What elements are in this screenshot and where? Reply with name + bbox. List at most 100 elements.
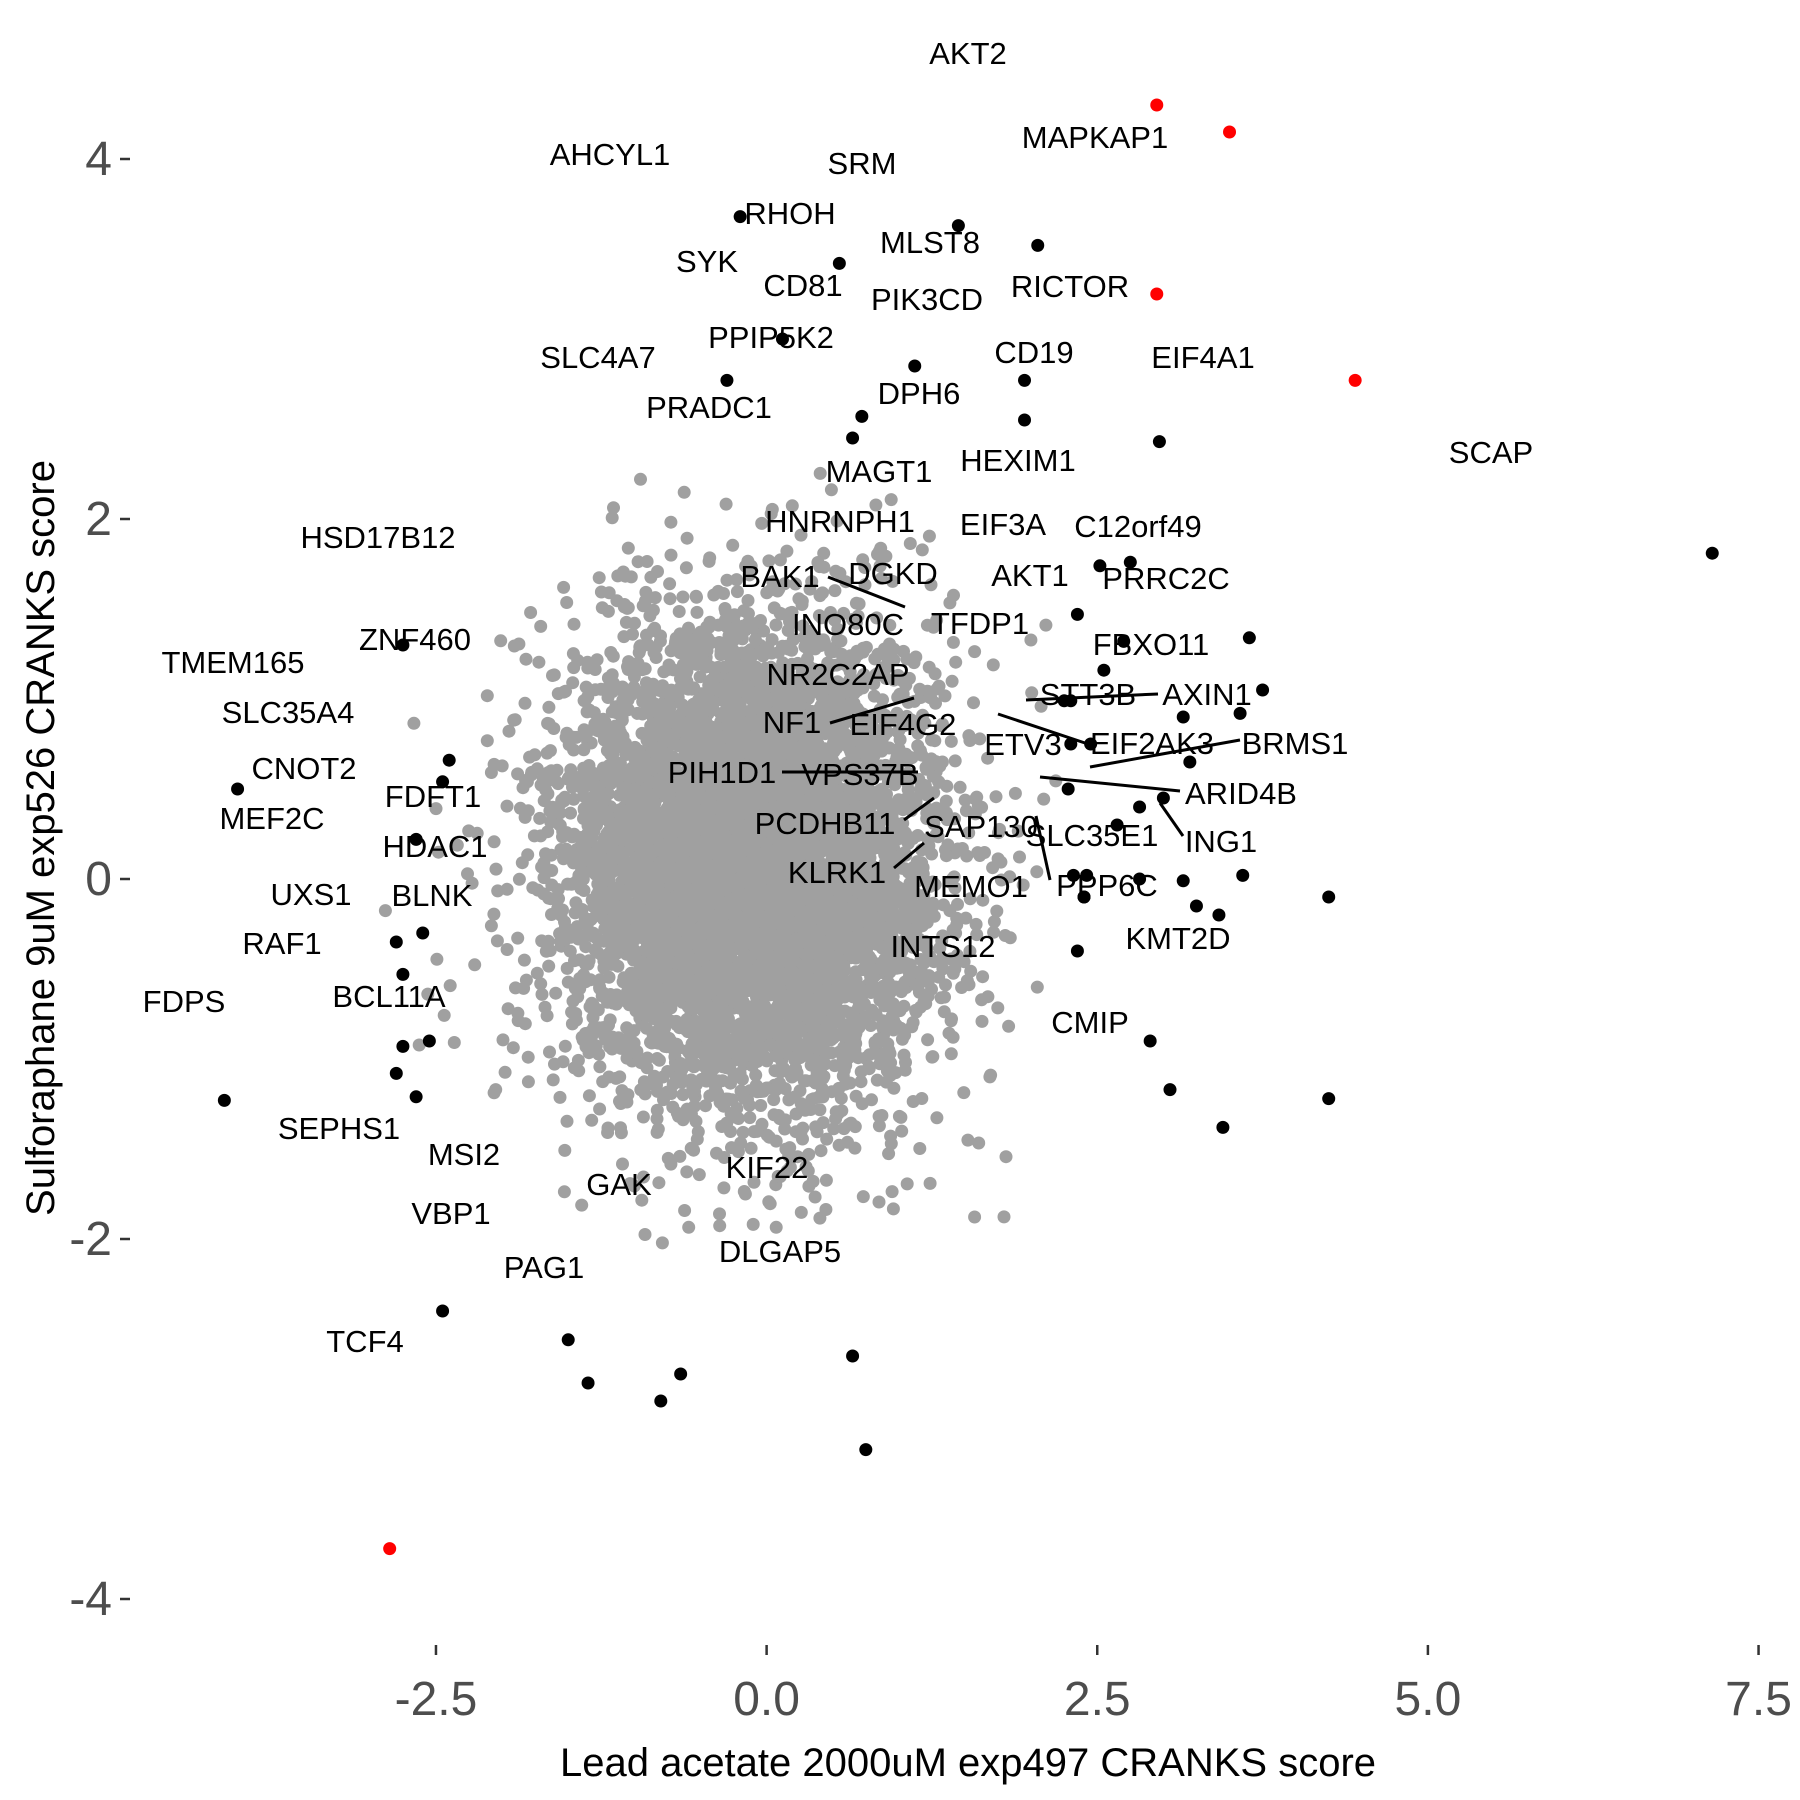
background-point [614,706,628,720]
background-point [532,655,546,669]
background-point [884,1129,898,1143]
background-point [834,1091,848,1105]
background-point [1008,786,1022,800]
background-point [560,596,574,609]
background-point [946,1030,960,1044]
background-point [897,644,910,658]
background-point [703,551,717,565]
background-point [894,982,908,996]
background-point [489,862,503,876]
background-point [794,1205,808,1219]
background-point [747,1125,761,1139]
background-point [999,1150,1013,1164]
background-point [957,1086,971,1100]
background-point [997,1210,1011,1224]
background-point [555,793,569,807]
background-point [820,1132,834,1146]
background-point [922,660,936,674]
background-point [564,806,577,820]
background-point [656,1070,670,1084]
background-point [870,611,884,625]
background-point [519,652,533,666]
background-point [690,605,704,619]
background-point [662,662,676,676]
background-point [549,986,563,1000]
background-point [521,1075,535,1089]
background-point [887,1081,901,1095]
background-point [430,952,444,966]
background-point [693,670,707,684]
background-point [736,1125,750,1139]
background-point [1013,850,1026,864]
background-point [828,584,842,598]
background-point [677,485,691,499]
background-point [521,848,535,862]
background-point [1049,774,1063,788]
background-point [631,555,645,569]
background-point [967,696,980,710]
background-point [636,1110,650,1124]
background-point [682,1220,696,1234]
background-point [676,590,690,604]
background-point [634,472,647,486]
background-point [592,571,606,585]
background-point [566,676,580,690]
background-point [923,1176,937,1190]
background-point [498,1065,512,1079]
background-point [894,1110,908,1124]
background-point [546,1073,560,1087]
background-point [553,1090,567,1104]
background-point [518,696,532,710]
background-point [953,780,967,794]
background-point [664,548,678,562]
background-point [958,793,972,807]
background-point [814,1144,828,1158]
background-point [567,617,581,631]
background-point [607,501,620,515]
background-point [810,1055,824,1068]
background-point [672,605,686,618]
background-point [913,1142,927,1155]
background-point [972,1136,986,1150]
background-point [526,881,540,895]
background-point [593,982,607,995]
background-point [443,979,457,993]
background-point [986,658,1000,672]
background-point [484,919,498,933]
background-point [769,618,783,632]
background-point [506,1041,520,1055]
background-point [640,555,654,568]
background-point [636,599,650,613]
background-point [638,1228,652,1241]
background-point [945,674,959,688]
background-point [1039,618,1053,632]
background-point [849,1089,863,1103]
background-point [542,959,556,973]
background-point [595,601,609,615]
background-point [886,574,900,588]
background-point [494,634,508,648]
background-point [907,694,921,708]
background-point [558,1143,572,1157]
background-point [854,1075,868,1089]
background-point [870,1073,884,1087]
background-point [856,1190,870,1204]
background-point [507,639,521,653]
background-point [833,566,847,580]
background-point [862,1060,876,1074]
background-point [755,516,769,530]
background-point [519,973,533,987]
background-point [582,1089,596,1103]
background-point [741,594,755,607]
background-point [949,655,963,669]
background-point [534,977,548,991]
background-point [652,1176,666,1190]
background-point [1016,878,1030,892]
background-point [644,570,658,584]
background-point [989,790,1003,804]
background-point [655,1236,669,1250]
background-point [480,734,494,748]
background-point [679,561,693,575]
background-point [487,907,501,921]
